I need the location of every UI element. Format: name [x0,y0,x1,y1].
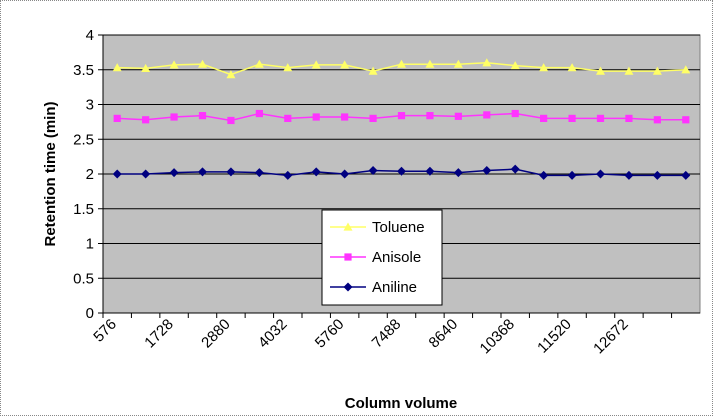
legend-marker [344,253,352,261]
x-tick-label: 8640 [426,316,462,352]
marker [198,167,207,177]
marker [567,170,577,180]
marker [341,113,349,121]
marker [312,113,320,121]
marker [141,63,151,72]
marker [426,112,434,120]
y-tick-label: 3 [86,97,94,114]
x-tick-label: 10368 [477,316,519,358]
marker [540,114,548,122]
marker [454,112,462,120]
marker [169,168,179,178]
marker [113,114,121,122]
x-axis-title: Column volume [345,395,458,412]
marker [255,109,263,118]
marker [368,66,378,75]
marker [453,168,463,178]
marker [681,65,691,74]
x-tick-label: 7488 [369,316,405,352]
marker [624,170,634,180]
marker [681,170,691,180]
y-axis-title: Retention time (min) [42,101,59,246]
marker [397,59,406,68]
y-tick-label: 2 [86,166,94,183]
marker [652,66,662,75]
marker [397,166,406,176]
marker [284,114,292,122]
marker [425,59,435,68]
x-tick-label: 576 [90,316,120,346]
marker [511,109,519,118]
marker [624,66,634,75]
y-tick-label: 0.5 [73,270,94,287]
marker [254,59,264,68]
marker [198,112,207,120]
marker [596,66,605,75]
marker [368,166,378,176]
marker [112,169,122,179]
marker [652,170,662,180]
legend-label: Aniline [372,279,417,296]
x-tick-label: 2880 [198,316,234,352]
x-tick-label: 12672 [590,316,632,358]
marker [198,59,207,68]
y-tick-label: 1.5 [73,201,94,218]
marker [596,114,605,122]
marker [142,116,150,124]
marker [653,116,661,124]
legend-label: Toluene [372,219,425,236]
marker [227,116,235,125]
marker [483,111,491,119]
marker [226,70,236,79]
marker [254,168,264,178]
marker [425,166,435,176]
marker [311,60,321,69]
marker [453,59,463,68]
marker [625,114,633,122]
marker [682,116,690,124]
marker [539,63,549,72]
marker [283,170,293,180]
marker [510,61,520,70]
y-tick-label: 4 [86,27,94,44]
x-tick-label: 5760 [312,316,348,352]
marker [567,63,577,72]
legend-marker [343,222,353,231]
marker [539,170,549,180]
y-tick-label: 1 [86,236,94,253]
marker [340,60,350,69]
marker [482,58,492,67]
marker [112,63,122,72]
legend-label: Anisole [372,249,421,266]
marker [568,114,576,122]
marker [510,164,520,174]
legend-marker [343,282,353,292]
marker [141,169,151,179]
marker [226,167,236,177]
y-tick-label: 3.5 [73,62,94,79]
marker [283,63,293,72]
x-tick-label: 11520 [534,316,575,357]
marker [340,169,350,179]
x-tick-label: 1728 [141,316,177,352]
marker [596,169,605,179]
y-tick-label: 0 [86,305,94,322]
marker [170,113,178,121]
marker [482,166,492,176]
marker [397,112,406,120]
x-tick-label: 4032 [255,316,291,352]
y-tick-label: 2.5 [73,131,94,148]
marker [169,60,179,69]
marker [311,167,321,177]
marker [369,114,377,122]
